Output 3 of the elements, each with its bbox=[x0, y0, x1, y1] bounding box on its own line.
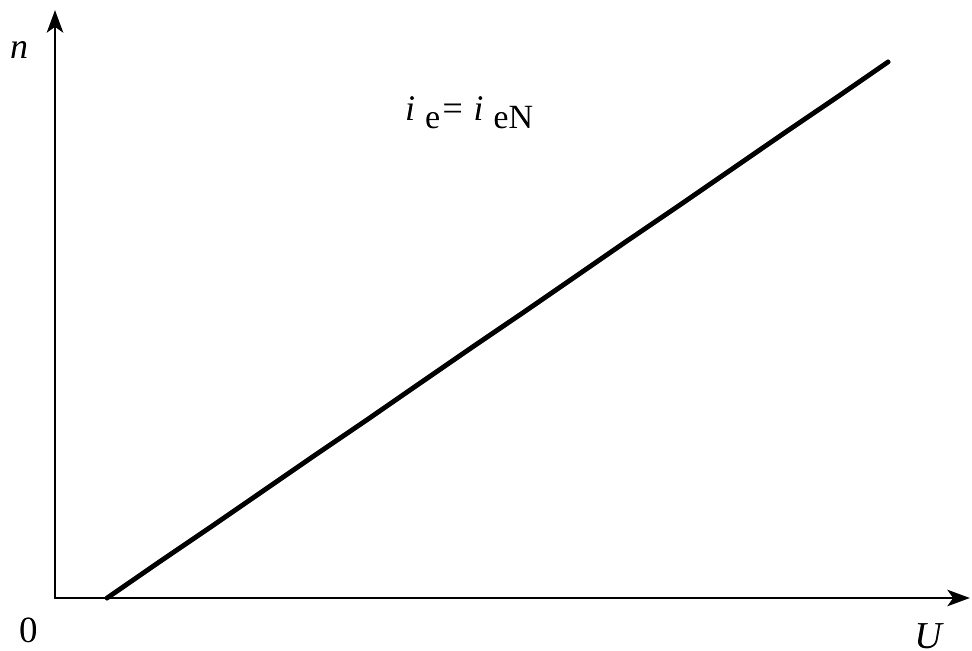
y-axis-title: n bbox=[10, 26, 28, 66]
text: 0 bbox=[19, 610, 38, 651]
x-axis-title: U bbox=[914, 615, 944, 651]
